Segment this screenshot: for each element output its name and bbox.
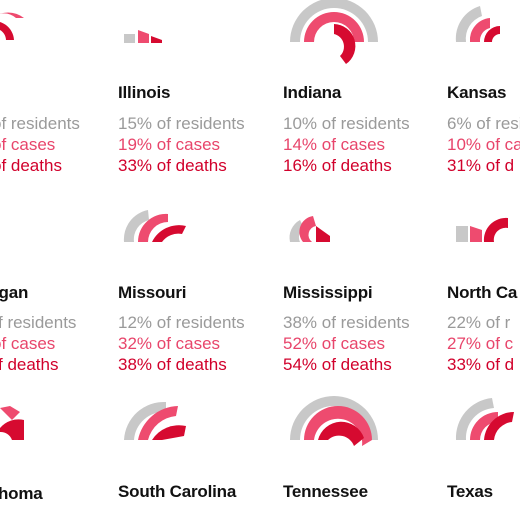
- residents-text: 38% of residents: [283, 313, 410, 332]
- cases-arc: [138, 406, 178, 440]
- state-name: Kansas: [447, 83, 507, 102]
- deaths-arc: [484, 26, 500, 42]
- state-name: Tennessee: [283, 482, 368, 501]
- deaths-text: 33% of deaths: [118, 156, 227, 175]
- residents-arc: [289, 220, 304, 242]
- state-name: Texas: [447, 482, 493, 501]
- deaths-arc: [334, 24, 356, 64]
- cases-arc: [470, 412, 498, 440]
- radial-chart: [123, 210, 186, 242]
- deaths-text: f deaths: [0, 355, 59, 374]
- state-name: Missouri: [118, 283, 187, 302]
- deaths-arc: [0, 419, 24, 440]
- deaths-arc: [318, 421, 364, 446]
- residents-text: f residents: [0, 313, 77, 332]
- residents-arc: [455, 6, 482, 42]
- residents-text: 6% of residents: [447, 114, 520, 133]
- state-name: North Ca: [447, 283, 518, 302]
- state-name: Mississippi: [283, 283, 373, 302]
- cases-text: of cases: [0, 135, 56, 154]
- cases-arc: [137, 213, 168, 242]
- cases-arc: [470, 226, 482, 242]
- cases-arc: [0, 12, 24, 18]
- deaths-arc: [152, 425, 186, 440]
- residents-arc: [124, 401, 166, 440]
- cases-arc: [299, 216, 316, 242]
- cases-arc: [304, 12, 364, 42]
- residents-text: of residents: [0, 114, 80, 133]
- cases-text: of cases: [0, 334, 56, 353]
- residents-arc: [290, 0, 378, 42]
- radial-chart: [290, 396, 378, 446]
- cases-text: 14% of cases: [283, 135, 386, 154]
- radial-chart: [290, 0, 378, 64]
- residents-arc: [123, 210, 149, 242]
- cases-arc: [304, 406, 372, 446]
- deaths-arc: [316, 226, 330, 242]
- radial-chart: [455, 398, 514, 440]
- cases-text: 52% of cases: [283, 334, 386, 353]
- state-name: homa: [0, 484, 43, 503]
- cases-text: 32% of cases: [118, 334, 221, 353]
- cases-text: 27% of c: [447, 334, 514, 353]
- residents-arc: [455, 398, 494, 440]
- cases-arc: [138, 30, 149, 43]
- radial-chart: [0, 12, 24, 40]
- deaths-text: 33% of d: [447, 355, 515, 374]
- cases-arc: [0, 406, 20, 420]
- residents-text: 12% of residents: [118, 313, 245, 332]
- deaths-arc: [152, 225, 186, 242]
- radial-chart: [289, 216, 330, 242]
- residents-text: 22% of r: [447, 313, 511, 332]
- radial-chart: [124, 30, 162, 43]
- cases-arc: [469, 18, 490, 42]
- residents-arc: [124, 34, 135, 43]
- state-name: South Carolina: [118, 482, 237, 501]
- deaths-arc: [483, 217, 508, 242]
- deaths-text: 31% of d: [447, 156, 515, 175]
- residents-text: 10% of residents: [283, 114, 410, 133]
- deaths-arc: [151, 36, 162, 43]
- deaths-arc: [484, 411, 514, 440]
- radial-chart: [124, 401, 186, 440]
- radial-chart: [0, 406, 24, 440]
- state-name: igan: [0, 283, 29, 302]
- cases-text: 19% of cases: [118, 135, 221, 154]
- residents-arc: [456, 226, 468, 242]
- cases-text: 10% of ca: [447, 135, 520, 154]
- radial-chart: [456, 217, 508, 242]
- deaths-arc: [0, 22, 14, 40]
- residents-arc: [290, 396, 378, 440]
- deaths-text: 16% of deaths: [283, 156, 392, 175]
- radial-chart: [455, 6, 500, 42]
- deaths-text: 54% of deaths: [283, 355, 392, 374]
- deaths-text: of deaths: [0, 156, 62, 175]
- residents-text: 15% of residents: [118, 114, 245, 133]
- state-name: Indiana: [283, 83, 342, 102]
- state-name: Illinois: [118, 83, 171, 102]
- deaths-text: 38% of deaths: [118, 355, 227, 374]
